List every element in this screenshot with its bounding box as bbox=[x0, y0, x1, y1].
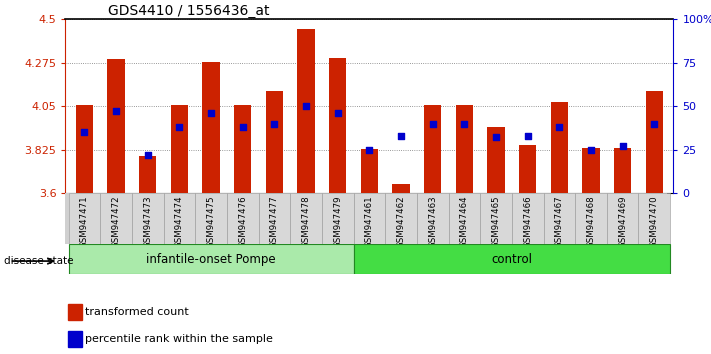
Bar bbox=[519, 145, 536, 193]
Bar bbox=[550, 102, 568, 193]
Bar bbox=[575, 193, 606, 244]
Text: disease state: disease state bbox=[4, 256, 73, 266]
Text: GSM947477: GSM947477 bbox=[270, 195, 279, 248]
Bar bbox=[392, 184, 410, 193]
Text: GSM947470: GSM947470 bbox=[650, 195, 659, 248]
Text: GSM947463: GSM947463 bbox=[428, 195, 437, 248]
Bar bbox=[234, 105, 252, 193]
Text: GSM947473: GSM947473 bbox=[143, 195, 152, 248]
Bar bbox=[638, 193, 670, 244]
Text: GSM947474: GSM947474 bbox=[175, 195, 184, 248]
Bar bbox=[512, 193, 543, 244]
Bar bbox=[582, 148, 599, 193]
Bar bbox=[290, 193, 322, 244]
Point bbox=[648, 121, 660, 126]
Bar bbox=[449, 193, 480, 244]
Bar bbox=[385, 193, 417, 244]
Bar bbox=[606, 193, 638, 244]
Bar bbox=[322, 193, 353, 244]
Point bbox=[491, 135, 502, 140]
Bar bbox=[68, 193, 100, 244]
Text: GSM947472: GSM947472 bbox=[112, 195, 121, 248]
Point bbox=[363, 147, 375, 153]
Point bbox=[522, 133, 533, 138]
Bar bbox=[259, 193, 290, 244]
Bar bbox=[107, 59, 124, 193]
Bar bbox=[417, 193, 449, 244]
Point bbox=[617, 143, 629, 149]
Bar bbox=[646, 91, 663, 193]
Text: GSM947471: GSM947471 bbox=[80, 195, 89, 248]
Bar bbox=[353, 193, 385, 244]
Bar bbox=[203, 62, 220, 193]
Point bbox=[427, 121, 439, 126]
Text: GSM947464: GSM947464 bbox=[460, 195, 469, 248]
Bar bbox=[132, 193, 164, 244]
Bar bbox=[196, 193, 227, 244]
Bar bbox=[353, 244, 670, 274]
Point bbox=[237, 124, 248, 130]
Bar bbox=[171, 105, 188, 193]
Point bbox=[142, 152, 154, 158]
Point bbox=[585, 147, 597, 153]
Text: GSM947479: GSM947479 bbox=[333, 195, 342, 248]
Point bbox=[205, 110, 217, 116]
Bar bbox=[480, 193, 512, 244]
Text: GSM947469: GSM947469 bbox=[618, 195, 627, 248]
Bar bbox=[329, 58, 346, 193]
Text: transformed count: transformed count bbox=[85, 307, 189, 317]
Text: GSM947476: GSM947476 bbox=[238, 195, 247, 248]
Bar bbox=[75, 105, 93, 193]
Point bbox=[554, 124, 565, 130]
Text: infantile-onset Pompe: infantile-onset Pompe bbox=[146, 253, 276, 266]
Point bbox=[300, 103, 311, 109]
Bar bbox=[614, 148, 631, 193]
Bar bbox=[100, 193, 132, 244]
Text: GSM947478: GSM947478 bbox=[301, 195, 311, 248]
Text: GDS4410 / 1556436_at: GDS4410 / 1556436_at bbox=[108, 5, 269, 18]
Bar bbox=[68, 244, 353, 274]
Text: GSM947465: GSM947465 bbox=[491, 195, 501, 248]
Bar bbox=[360, 149, 378, 193]
Bar bbox=[424, 105, 442, 193]
Point bbox=[395, 133, 407, 138]
Point bbox=[269, 121, 280, 126]
Point bbox=[173, 124, 185, 130]
Bar bbox=[266, 91, 283, 193]
Bar bbox=[164, 193, 196, 244]
Text: GSM947462: GSM947462 bbox=[397, 195, 405, 248]
Text: GSM947467: GSM947467 bbox=[555, 195, 564, 248]
Bar bbox=[68, 304, 82, 320]
Text: GSM947461: GSM947461 bbox=[365, 195, 374, 248]
Bar bbox=[297, 29, 315, 193]
Point bbox=[459, 121, 470, 126]
Point bbox=[110, 109, 122, 114]
Text: control: control bbox=[491, 253, 533, 266]
Point bbox=[332, 110, 343, 116]
Bar bbox=[456, 105, 473, 193]
Bar bbox=[227, 193, 259, 244]
Bar bbox=[68, 331, 82, 347]
Point bbox=[79, 130, 90, 135]
Text: GSM947468: GSM947468 bbox=[587, 195, 596, 248]
Bar bbox=[139, 156, 156, 193]
Text: percentile rank within the sample: percentile rank within the sample bbox=[85, 334, 273, 344]
Bar bbox=[487, 127, 505, 193]
Text: GSM947466: GSM947466 bbox=[523, 195, 532, 248]
Bar bbox=[543, 193, 575, 244]
Text: GSM947475: GSM947475 bbox=[207, 195, 215, 248]
